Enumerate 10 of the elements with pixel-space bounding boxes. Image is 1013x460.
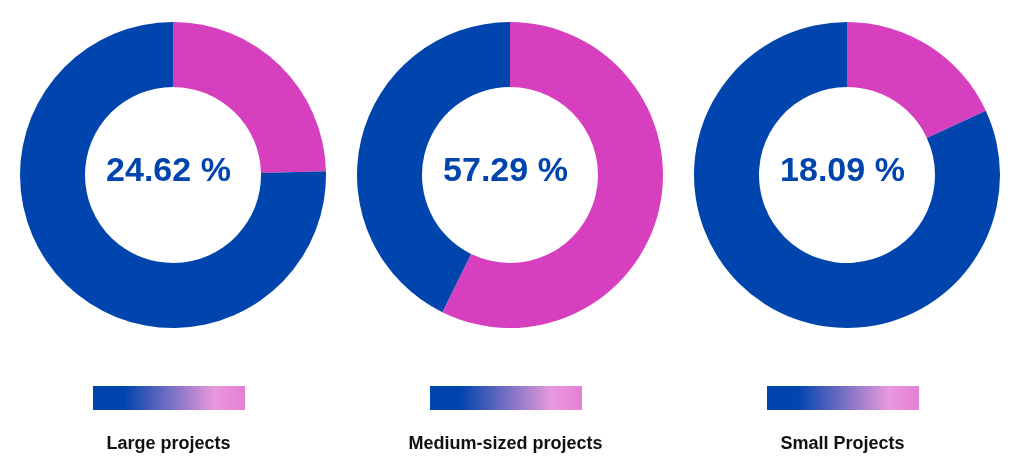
donut-slice	[442, 22, 663, 328]
text: 18.09 %	[779, 150, 906, 189]
text: 57.29 %	[442, 150, 569, 189]
text: Large projects	[105, 433, 232, 454]
text: 24.62 %	[105, 150, 232, 189]
text: Small Projects	[779, 433, 906, 454]
text: Medium-sized projects	[407, 433, 604, 454]
donut-slice	[694, 22, 1000, 328]
donut-slice	[20, 22, 326, 328]
donut-slice	[847, 22, 986, 138]
